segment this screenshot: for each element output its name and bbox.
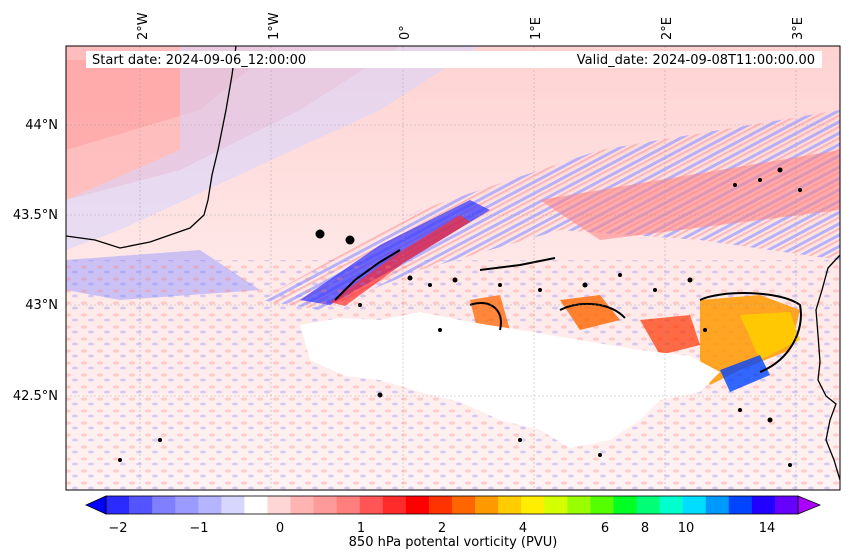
colorbar-segment [428,496,453,514]
colorbar: −2 −1 0 1 2 4 6 8 10 14 850 hPa potental… [85,495,822,550]
colorbar-segment [705,496,730,514]
colorbar-tick: 14 [759,521,776,536]
colorbar-segment [728,496,753,514]
lat-label-43-5n: 43.5°N [13,208,58,223]
colorbar-extend-high [797,495,822,515]
start-date-text: Start date: 2024-09-06_12:00:00 [92,53,306,68]
colorbar-segment [106,496,130,514]
lon-label-0: 0° [398,25,413,40]
city-point-1 [315,229,325,239]
colorbar-segment [521,496,545,514]
colorbar-segment [751,496,776,514]
colorbar-segment [175,496,199,514]
colorbar-tick: 0 [276,521,284,536]
valid-date-text: Valid_date: 2024-09-08T11:00:00.00 [577,53,815,68]
colorbar-segment [452,496,476,514]
colorbar-label: 850 hPa potental vorticity (PVU) [349,535,558,550]
colorbar-segment [359,496,384,514]
lon-label-1w: 1°W [267,12,282,40]
pv-field-blue-swath [66,46,480,250]
lon-label-3e: 3°E [791,17,806,40]
coastline-mediterranean [815,254,840,481]
colorbar-segment [567,496,591,514]
colorbar-frame [105,495,799,515]
colorbar-tick: 2 [438,521,446,536]
city-point-2 [345,235,355,245]
colorbar-segment [198,496,222,514]
colorbar-tick: 1 [357,521,365,536]
colorbar-segment [636,496,661,514]
colorbar-segment [613,496,638,514]
colorbar-tick: 4 [519,521,527,536]
lat-label-44n: 44°N [25,118,58,133]
colorbar-segment [129,496,153,514]
lon-label-2e: 2°E [660,17,675,40]
colorbar-tick: 6 [601,521,609,536]
colorbar-segment [244,496,268,514]
coastline-atlantic [66,46,237,249]
map-frame [65,45,841,491]
masked-terrain-region [300,312,720,448]
latitude-labels: 44°N 43.5°N 43°N 42.5°N [13,118,58,404]
colorbar-segment [544,496,568,514]
lat-label-42-5n: 42.5°N [13,389,58,404]
colorbar-segment [774,496,799,514]
lon-label-2w: 2°W [136,12,151,40]
colorbar-segment [336,496,361,514]
colorbar-segment [152,496,176,514]
colorbar-segment [682,496,707,514]
graticule [66,46,840,490]
colorbar-ticks: −2 −1 0 1 2 4 6 8 10 14 [108,521,775,536]
colorbar-segment [313,496,338,514]
pv-field-east-red-band [540,150,840,240]
colorbar-tick: −2 [108,521,127,536]
colorbar-segments [106,496,799,514]
colorbar-segment [221,496,245,514]
colorbar-extend-low [85,495,107,515]
pv-convective-cells [470,295,800,392]
colorbar-segment [659,496,684,514]
map-plot-area [66,46,840,490]
colorbar-segment [475,496,499,514]
colorbar-segment [267,496,292,514]
colorbar-tick: 8 [641,521,649,536]
lon-label-1e: 1°E [529,17,544,40]
colorbar-segment [382,496,407,514]
lat-label-43n: 43°N [25,298,58,313]
pv-speckles [118,167,802,467]
colorbar-segment [290,496,315,514]
longitude-labels: 2°W 1°W 0° 1°E 2°E 3°E [136,12,806,40]
header-strip [86,51,822,68]
colorbar-segment [590,496,614,514]
colorbar-tick: −1 [189,521,208,536]
colorbar-segment [405,496,430,514]
colorbar-tick: 10 [678,521,695,536]
colorbar-segment [498,496,522,514]
